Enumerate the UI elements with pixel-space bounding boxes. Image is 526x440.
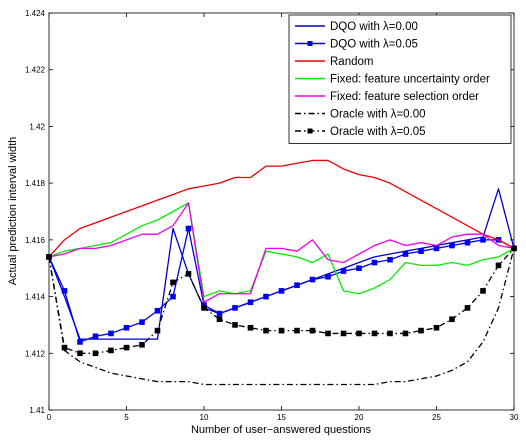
series-6-point	[201, 305, 207, 311]
series-6-point	[92, 350, 99, 357]
legend-label-3: Fixed: feature uncertainty order	[330, 74, 490, 86]
series-line-3	[48, 202, 515, 298]
series-6-point	[495, 262, 502, 269]
y-tick-label: 1.418	[25, 179, 46, 188]
y-tick-label: 1.41	[29, 406, 45, 415]
series-6-point	[371, 330, 378, 337]
series-6-point	[418, 327, 424, 334]
legend-box	[288, 14, 512, 144]
x-tick-label: 0	[47, 413, 52, 422]
legend-marker-1	[307, 41, 313, 46]
series-1-point	[154, 307, 161, 314]
series-6-point	[325, 330, 331, 337]
series-line-4	[48, 202, 515, 303]
legend-label-1: DQO with λ=0.05	[330, 39, 418, 51]
y-tick-label: 1.424	[25, 9, 46, 18]
series-1-point	[185, 225, 192, 232]
y-tick-label: 1.416	[25, 236, 46, 245]
y-tick-label: 1.412	[25, 349, 46, 358]
legend-label-4: Fixed: feature selection order	[330, 91, 479, 103]
legend: DQO with λ=0.00 DQO with λ=0.05 Random Fixe…	[288, 14, 512, 144]
x-tick-label: 20	[355, 413, 364, 422]
series-6-point	[263, 327, 269, 334]
x-tick-label: 15	[277, 413, 286, 422]
series-1-point	[480, 237, 486, 243]
series-6-point	[170, 279, 176, 286]
series-1-point	[232, 305, 238, 311]
legend-marker-6	[307, 128, 313, 134]
series-1-point	[418, 248, 424, 254]
series-line-2	[48, 159, 515, 258]
y-tick-label: 1.414	[25, 293, 46, 302]
x-tick-label: 25	[432, 413, 441, 422]
series-6-point	[480, 288, 486, 294]
series-1-point	[139, 319, 145, 325]
series-6-point	[154, 327, 161, 334]
series-1-point	[92, 333, 99, 340]
series-6-point	[340, 330, 347, 337]
series-1-point	[216, 310, 223, 317]
legend-label-2: Random	[330, 56, 373, 68]
series-1-point	[263, 293, 269, 300]
series-6-point	[185, 271, 192, 277]
series-1-point	[464, 239, 471, 246]
series-6-point	[232, 322, 238, 328]
series-6-point	[402, 330, 409, 337]
series-6-point	[278, 327, 285, 334]
series-line-5	[48, 248, 515, 386]
series-6-point	[294, 327, 300, 334]
axis-layer: 0 5 10 15 20 25 30 1.41 1.412 1.414 1.416 1.418 1.42…	[25, 9, 519, 422]
legend-label-0: DQO with λ=0.00	[330, 21, 418, 33]
series-6-point	[433, 324, 440, 331]
series-1-point	[77, 339, 83, 345]
series-1-point	[61, 288, 68, 294]
series-6-point	[108, 347, 114, 354]
series-6-point	[387, 330, 393, 337]
series-1-point	[247, 299, 254, 306]
series-1-point	[356, 265, 362, 272]
series-6-point	[139, 341, 145, 348]
series-6-point	[123, 344, 130, 351]
x-axis-label: Number of user−answered questions	[191, 424, 372, 436]
series-1-point	[108, 330, 114, 337]
x-tick-label: 10	[200, 413, 209, 422]
series-6-point	[61, 344, 68, 351]
series-6-point	[356, 330, 362, 337]
series-1-point	[387, 256, 393, 263]
series-1-point	[123, 324, 130, 331]
series-6-point	[247, 324, 254, 331]
y-axis-label: Actual prediction interval width	[7, 137, 19, 286]
y-tick-label: 1.42	[29, 122, 45, 131]
y-tick-label: 1.422	[25, 66, 46, 75]
series-1-point	[371, 259, 378, 266]
series-6-point	[77, 350, 83, 357]
series-1-point	[309, 276, 316, 283]
series-1-point	[340, 268, 347, 274]
series-1-point	[325, 273, 331, 280]
legend-label-5: Oracle with λ=0.00	[330, 109, 426, 121]
series-6-point	[464, 305, 471, 311]
x-tick-label: 30	[510, 413, 519, 422]
series-1-point	[433, 245, 440, 252]
series-1-point	[449, 242, 455, 249]
series-1-point	[278, 288, 285, 294]
series-1-point	[170, 293, 176, 300]
series-6-point	[309, 327, 316, 334]
series-1-point	[294, 282, 300, 289]
x-tick-label: 5	[124, 413, 129, 422]
legend-label-6: Oracle with λ=0.05	[330, 126, 426, 138]
series-1-point	[402, 251, 409, 257]
series-6-point	[216, 316, 223, 323]
series-6-point	[449, 316, 455, 323]
